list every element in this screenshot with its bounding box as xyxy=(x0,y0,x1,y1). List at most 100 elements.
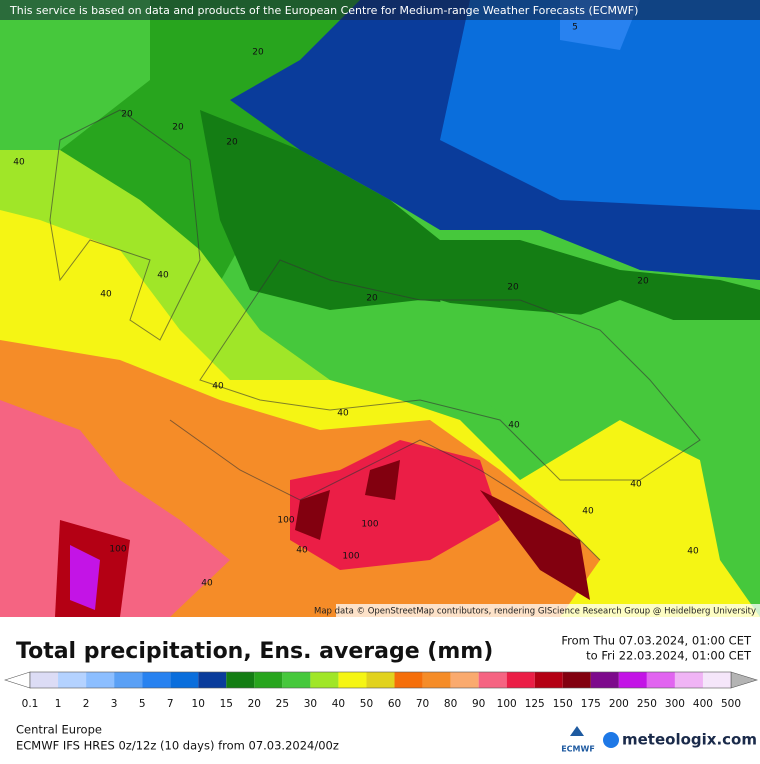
legend-cell xyxy=(170,672,199,688)
legend-tick-label: 7 xyxy=(167,698,174,710)
brand: meteologix.com xyxy=(622,731,757,749)
title: Total precipitation, Ens. average (mm) xyxy=(16,639,493,664)
legend-cell xyxy=(562,672,591,688)
legend-tick-label: 300 xyxy=(665,698,685,710)
legend-cell xyxy=(58,672,87,688)
legend-tick-label: 200 xyxy=(609,698,629,710)
contour-label: 20 xyxy=(121,110,133,120)
contour-labels: 20 20 20 20 40 5 40 40 20 20 20 40 40 40 40 40 100 100 40 1… xyxy=(13,23,699,589)
legend-tick-label: 2 xyxy=(83,698,90,710)
legend-cell xyxy=(338,672,367,688)
field xyxy=(200,110,760,320)
model: ECMWF IFS HRES 0z/12z (10 days) from 07.… xyxy=(16,739,339,753)
legend-tick-label: 50 xyxy=(360,698,373,710)
field xyxy=(295,460,590,600)
legend-tick-label: 500 xyxy=(721,698,741,710)
legend-tick-label: 70 xyxy=(416,698,429,710)
legend-cell xyxy=(86,672,115,688)
legend-over xyxy=(730,671,759,689)
contour-label: 40 xyxy=(296,546,308,556)
contour-label: 20 xyxy=(507,283,519,293)
contour-label: 20 xyxy=(252,48,264,58)
map xyxy=(0,0,760,617)
legend-tick-label: 3 xyxy=(111,698,118,710)
legend-tick-label: 15 xyxy=(220,698,233,710)
field xyxy=(70,545,100,610)
legend-cell xyxy=(198,672,227,688)
legend-tick-label: 40 xyxy=(332,698,345,710)
contour-label: 40 xyxy=(212,382,224,392)
banner xyxy=(0,0,760,20)
contour-label: 100 xyxy=(109,545,126,555)
legend-tick-label: 60 xyxy=(388,698,401,710)
legend-cell xyxy=(618,672,647,688)
period-to: to Fri 22.03.2024, 01:00 CET xyxy=(586,649,752,663)
legend-tick-label: 100 xyxy=(497,698,517,710)
legend-cell xyxy=(450,672,479,688)
legend-tick-label: 5 xyxy=(139,698,146,710)
legend-cell xyxy=(702,672,731,688)
field xyxy=(440,300,760,617)
contour-label: 100 xyxy=(277,516,294,526)
period-from: From Thu 07.03.2024, 01:00 CET xyxy=(561,634,752,648)
legend-cell xyxy=(674,672,703,688)
contour-label: 100 xyxy=(361,520,378,530)
legend-tick-label: 1 xyxy=(55,698,62,710)
contour-label: 5 xyxy=(572,23,578,33)
attribution: Map data © OpenStreetMap contributors, r… xyxy=(314,607,756,617)
legend-cell xyxy=(646,672,675,688)
legend-tick-label: 20 xyxy=(248,698,261,710)
legend-tick-label: 10 xyxy=(192,698,205,710)
contour-label: 40 xyxy=(201,579,213,589)
legend-tick-label: 250 xyxy=(637,698,657,710)
contour-label: 20 xyxy=(366,294,378,304)
field xyxy=(230,0,760,280)
legend-cell xyxy=(506,672,535,688)
contour-label: 40 xyxy=(100,290,112,300)
legend-cell xyxy=(366,672,395,688)
legend-tick-label: 0.1 xyxy=(22,698,39,710)
legend-tick-label: 175 xyxy=(581,698,601,710)
contour-label: 20 xyxy=(226,138,238,148)
field xyxy=(290,440,500,570)
legend: 0.1 1 2 3 5 7 10 15 20 25 30 40 50 60 70 80 90 100 125 150 1… xyxy=(4,671,759,710)
attribution-box xyxy=(336,604,760,617)
legend-cell xyxy=(534,672,563,688)
legend-cell xyxy=(282,672,311,688)
legend-cell xyxy=(254,672,283,688)
field xyxy=(0,400,230,617)
legend-tick-label: 125 xyxy=(525,698,545,710)
legend-tick-label: 25 xyxy=(276,698,289,710)
legend-cell xyxy=(114,672,143,688)
legend-tick-label: 150 xyxy=(553,698,573,710)
contour-label: 20 xyxy=(172,123,184,133)
notice: This service is based on data and produc… xyxy=(9,4,638,17)
legend-cell xyxy=(394,672,423,688)
legend-tick-label: 400 xyxy=(693,698,713,710)
contour-label: 40 xyxy=(157,271,169,281)
legend-cell xyxy=(310,672,339,688)
contour-label: 40 xyxy=(337,409,349,419)
legend-cell xyxy=(142,672,171,688)
contour-label: 40 xyxy=(687,547,699,557)
legend-cell xyxy=(226,672,255,688)
field xyxy=(0,0,150,180)
legend-cell xyxy=(30,672,59,688)
contour-label: 40 xyxy=(582,507,594,517)
contour-label: 20 xyxy=(637,277,649,287)
contour-label: 100 xyxy=(342,552,359,562)
contour-label: 40 xyxy=(13,158,25,168)
ecmwf-icon xyxy=(570,726,584,736)
borders xyxy=(49,109,701,561)
legend-cell xyxy=(422,672,451,688)
region: Central Europe xyxy=(16,723,102,737)
contour-label: 40 xyxy=(630,480,642,490)
legend-tick-label: 90 xyxy=(472,698,485,710)
legend-tick-label: 30 xyxy=(304,698,317,710)
legend-frame xyxy=(29,671,732,689)
legend-under xyxy=(4,671,31,689)
ecmwf-logo: ECMWF xyxy=(561,745,595,754)
legend-cell xyxy=(590,672,619,688)
brand-icon xyxy=(603,732,619,748)
